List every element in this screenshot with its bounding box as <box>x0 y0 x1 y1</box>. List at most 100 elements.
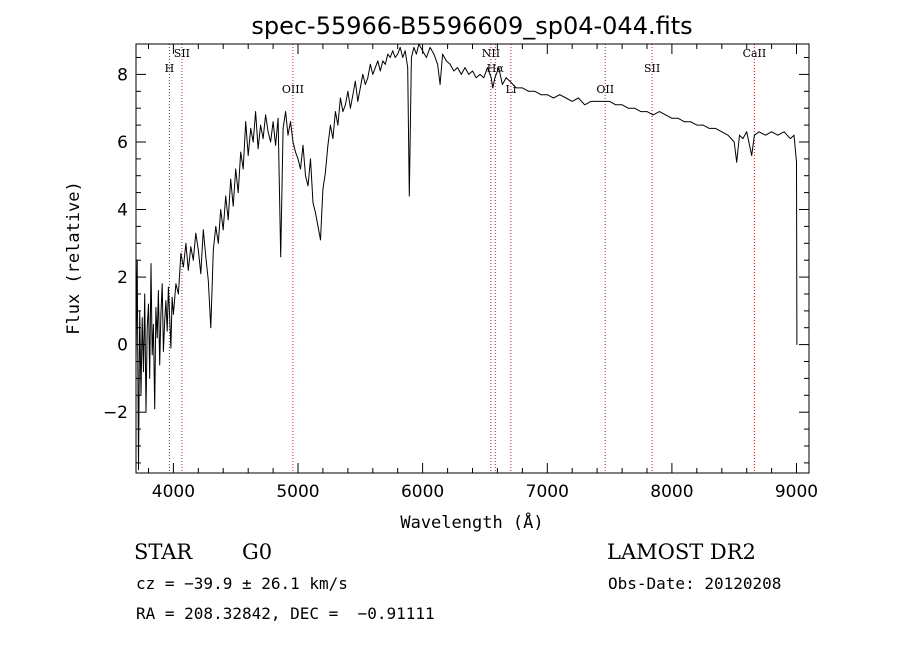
spectrum-point <box>225 195 227 197</box>
x-tick-label: 6000 <box>401 482 444 502</box>
x-tick-label: 7000 <box>526 482 569 502</box>
axis-ticks: 4000 5000 6000 7000 8000 9000 −2 0 2 4 6 8 <box>103 44 818 502</box>
spectrum-point <box>140 394 142 396</box>
spectrum-point <box>136 259 138 261</box>
spectrum-point <box>453 70 455 72</box>
spectrum-point <box>754 134 755 136</box>
spectrum-point <box>260 124 261 126</box>
spectrum-point <box>144 293 146 295</box>
spectrum-point <box>345 104 346 106</box>
spectrum-point <box>180 253 182 254</box>
spectrum-point <box>285 111 286 112</box>
spectrum-point <box>387 53 389 55</box>
spectrum-point <box>302 144 304 146</box>
spectrum-point <box>789 138 791 140</box>
spectrum-point <box>715 127 716 129</box>
spectrum-point <box>315 212 316 214</box>
spectrum-point <box>442 53 443 55</box>
spectrum-point <box>166 330 168 332</box>
spectrum-point <box>352 94 354 96</box>
spectrum-point <box>153 324 154 325</box>
spectrum-point <box>413 47 415 48</box>
spectrum-point <box>402 57 404 58</box>
chart-title: spec-55966-B5596609_sp04-044.fits <box>251 12 692 40</box>
spectral-line-label: H <box>165 62 175 75</box>
spectrum-point <box>677 117 679 119</box>
spectrum-point <box>553 97 554 99</box>
spectrum-point <box>515 87 517 89</box>
spectrum-point <box>627 107 629 109</box>
spectrum-point <box>733 141 735 143</box>
spectral-line-label: OII <box>596 83 614 96</box>
spectrum-point <box>170 347 172 349</box>
y-tick-label: 0 <box>117 336 128 356</box>
spectrum-point <box>534 90 536 92</box>
spectrum-point <box>559 94 561 96</box>
spectrum-point <box>197 249 199 251</box>
spectrum-point <box>270 141 271 143</box>
spectrum-point <box>479 74 481 75</box>
spectrum-point <box>369 63 371 65</box>
spectrum-point <box>367 77 369 79</box>
spectrum-point <box>178 293 179 295</box>
spectrum-point <box>149 378 151 379</box>
spectrum-point <box>143 371 144 373</box>
spectrum-point <box>793 134 795 136</box>
spectrum-point <box>374 67 376 68</box>
spectrum-point <box>439 84 441 85</box>
spectrum-point <box>151 354 153 356</box>
spectrum-point <box>195 232 197 234</box>
spectrum-point <box>475 77 477 79</box>
x-tick-label: 8000 <box>650 482 693 502</box>
spectrum-point <box>702 124 704 126</box>
spectrum-point <box>690 121 691 123</box>
x-tick-label: 9000 <box>775 482 818 502</box>
spectrum-point <box>342 111 344 112</box>
spectrum-point <box>337 124 339 126</box>
spectrum-point <box>408 195 410 197</box>
spectrum-point <box>796 344 798 345</box>
spectral-line-label: Li <box>505 83 516 96</box>
spectrum-point <box>230 178 232 180</box>
spectrum-point <box>640 111 642 112</box>
spectrum-point <box>571 101 573 102</box>
spectrum-point <box>382 60 384 62</box>
spectrum-point <box>272 121 274 123</box>
spectrum-point <box>736 161 738 163</box>
y-tick-label: −2 <box>103 403 128 423</box>
spectrum-point <box>429 47 431 48</box>
spectrum-point <box>282 127 284 129</box>
spectrum-point <box>696 124 698 126</box>
spectrum-point <box>621 104 623 106</box>
spectrum-point <box>168 286 169 288</box>
spectrum-point <box>426 57 427 58</box>
spectrum-point <box>217 242 219 244</box>
spectrum-point <box>433 53 435 55</box>
spectrum-point <box>148 303 149 305</box>
redshift-cz: cz = −39.9 ± 26.1 km/s <box>136 574 348 593</box>
spectrum-point <box>146 327 148 329</box>
spectrum-point <box>297 158 299 160</box>
spectrum-point <box>232 205 234 207</box>
y-tick-label: 4 <box>117 201 128 221</box>
spectrum-point <box>295 151 296 153</box>
spectrum-point <box>708 127 710 129</box>
spectrum-point <box>528 90 529 92</box>
spectrum-point <box>584 104 586 106</box>
spectrum-point <box>399 47 401 48</box>
spectrum-point <box>155 307 157 308</box>
spectrum-point <box>659 111 660 112</box>
spectrum-point <box>437 63 438 65</box>
spectrum-point <box>322 188 324 190</box>
spectrum-point <box>312 202 314 204</box>
spectrum-point <box>472 70 473 72</box>
spectrum-point <box>215 226 217 227</box>
spectrum-point <box>183 266 184 268</box>
spectrum-point <box>332 138 334 140</box>
spectrum-point <box>578 97 579 99</box>
spectrum-point <box>487 67 488 68</box>
spectrum-series <box>135 43 798 471</box>
spectrum-point <box>758 131 760 133</box>
spectrum-point <box>540 94 542 96</box>
spectrum-point <box>505 77 507 79</box>
